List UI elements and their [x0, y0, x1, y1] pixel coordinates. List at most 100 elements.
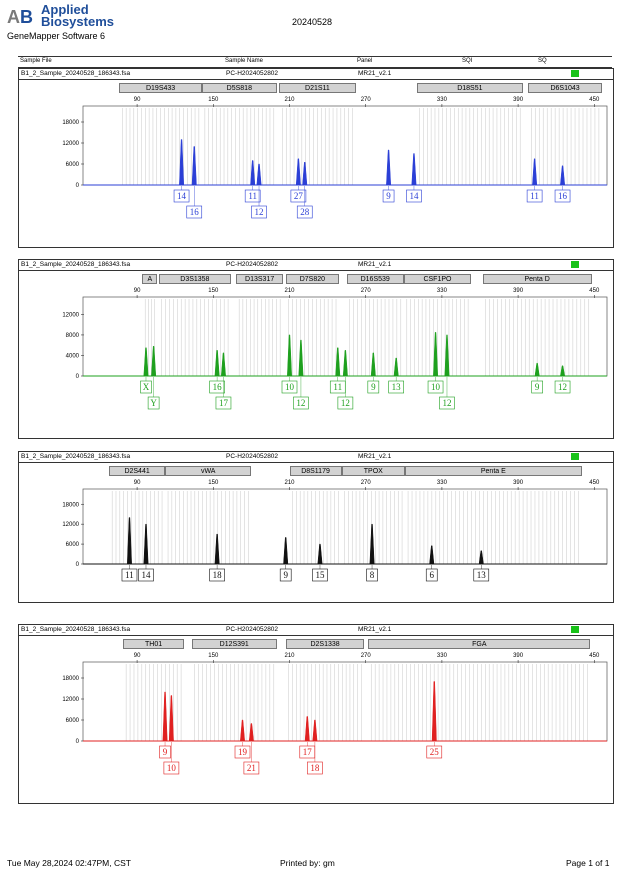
x-tick-label: 330	[437, 288, 448, 294]
y-tick-label: 6000	[66, 162, 80, 168]
y-tick-label: 0	[76, 183, 80, 189]
allele-label: X	[143, 382, 150, 392]
electropherogram-plot: 90 150 210 270 330 390 45006000120001800014161…	[62, 97, 608, 219]
x-tick-label: 90	[134, 288, 141, 294]
marker-a: A	[142, 274, 158, 284]
sample-name: PC-H2024052802	[226, 626, 279, 633]
peak	[214, 533, 220, 565]
allele-label: 15	[315, 570, 325, 580]
applied-biosystems-logo-icon: A B	[7, 7, 41, 27]
x-tick-label: 90	[134, 653, 141, 659]
peak	[312, 719, 318, 742]
table-header: Sample File Sample Name Panel SQI SQ	[18, 56, 612, 68]
marker-d8s1179: D8S1179	[289, 466, 342, 476]
x-tick-label: 150	[208, 288, 219, 294]
peak	[317, 543, 323, 565]
allele-label: 14	[177, 191, 187, 201]
peak	[369, 523, 375, 565]
peak	[304, 716, 310, 742]
peak	[433, 332, 439, 377]
y-tick-label: 12000	[62, 522, 79, 528]
peak	[534, 362, 540, 377]
allele-label: 9	[371, 382, 376, 392]
electropherogram-panel-red: B1_2_Sample_20240528_186343.fsa PC-H2024…	[18, 624, 614, 804]
panel-name: MR21_v2.1	[358, 70, 392, 77]
peak	[302, 162, 308, 186]
quality-ok-icon	[571, 70, 579, 77]
allele-label: 6	[429, 570, 434, 580]
x-tick-label: 390	[513, 480, 524, 486]
marker-d19s433: D19S433	[119, 83, 202, 93]
x-tick-label: 270	[361, 480, 372, 486]
sample-file: B1_2_Sample_20240528_186343.fsa	[21, 626, 131, 633]
peak	[295, 158, 301, 186]
allele-label: 12	[296, 398, 305, 408]
peak	[532, 158, 538, 186]
print-timestamp: Tue May 28,2024 02:47PM, CST	[7, 858, 131, 868]
svg-text:A: A	[7, 7, 20, 27]
allele-label: 9	[163, 747, 168, 757]
allele-label: 18	[213, 570, 223, 580]
allele-label: 9	[535, 382, 540, 392]
x-tick-label: 150	[208, 480, 219, 486]
sample-info-row: B1_2_Sample_20240528_186343.fsa PC-H2024…	[19, 452, 613, 463]
allele-label: 27	[294, 191, 304, 201]
allele-label: 25	[430, 747, 440, 757]
marker-d12s391: D12S391	[191, 639, 277, 649]
col-sample-name: Sample Name	[225, 58, 264, 64]
peak	[248, 723, 254, 742]
allele-label: 14	[141, 570, 151, 580]
allele-label: 16	[213, 382, 223, 392]
y-tick-label: 8000	[66, 333, 80, 339]
marker-d2s1338: D2S1338	[285, 639, 365, 649]
allele-label: 12	[558, 382, 567, 392]
marker-penta-d: Penta D	[482, 274, 592, 284]
allele-label: 18	[310, 763, 320, 773]
peak	[179, 139, 185, 186]
allele-label: Y	[150, 398, 157, 408]
x-tick-label: 390	[513, 653, 524, 659]
peak	[386, 149, 392, 186]
electropherogram-plot: 90 150 210 270 330 390 450 0 6000 12000 18000 9 10 19…	[62, 653, 608, 775]
marker-csf1po: CSF1PO	[403, 274, 472, 284]
x-tick-label: 90	[134, 97, 141, 103]
peak	[411, 153, 417, 186]
x-tick-label: 330	[437, 480, 448, 486]
allele-label: 9	[386, 191, 391, 201]
x-tick-label: 270	[361, 288, 372, 294]
software-name: GeneMapper Software 6	[7, 31, 106, 41]
brand-name: Applied Biosystems	[41, 2, 114, 29]
peak	[191, 146, 197, 186]
x-tick-label: 210	[284, 288, 295, 294]
marker-d5s818: D5S818	[201, 83, 277, 93]
allele-label: 19	[238, 747, 248, 757]
x-tick-label: 450	[589, 653, 600, 659]
printed-by: Printed by: gm	[280, 858, 335, 868]
x-tick-label: 330	[437, 97, 448, 103]
allele-label: 16	[190, 207, 200, 217]
allele-label: 11	[333, 382, 342, 392]
peak	[431, 681, 437, 742]
peak	[393, 357, 399, 377]
marker-d16s539: D16S539	[346, 274, 404, 284]
peak	[429, 545, 435, 565]
peak	[151, 345, 157, 377]
allele-label: 13	[477, 570, 487, 580]
allele-label: 12	[255, 207, 264, 217]
marker-fga: FGA	[368, 639, 591, 649]
x-tick-label: 90	[134, 480, 141, 486]
sample-name: PC-H2024052802	[226, 70, 279, 77]
electropherogram-panel-green: B1_2_Sample_20240528_186343.fsa PC-H2024…	[18, 259, 614, 439]
peak	[162, 691, 168, 742]
marker-d3s1358: D3S1358	[158, 274, 232, 284]
peak	[143, 347, 149, 377]
peak	[287, 334, 292, 377]
plot-frame	[82, 488, 608, 565]
sample-file: B1_2_Sample_20240528_186343.fsa	[21, 70, 131, 77]
allele-label: 10	[431, 382, 441, 392]
sample-info-row: B1_2_Sample_20240528_186343.fsa PC-H2024…	[19, 625, 613, 636]
panel-name: MR21_v2.1	[358, 453, 392, 460]
peak	[560, 365, 566, 377]
peak	[240, 719, 245, 742]
x-tick-label: 270	[361, 653, 372, 659]
